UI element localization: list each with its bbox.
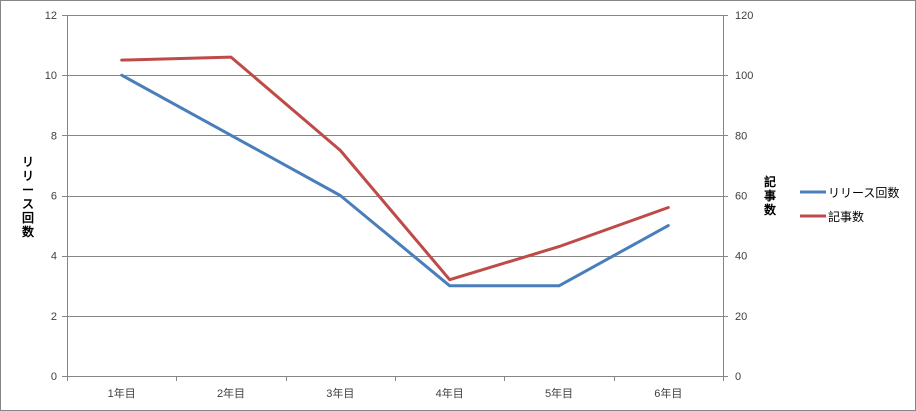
x-tick-label: 6年目	[654, 386, 682, 400]
y2-tick-label: 120	[735, 10, 753, 22]
y2-axis-title: 記事数	[764, 174, 777, 217]
series-line	[120, 73, 670, 288]
x-tick-label: 1年目	[108, 386, 136, 400]
y-tick-label: 4	[51, 251, 57, 263]
y-tick-label: 8	[51, 130, 57, 142]
y-axis-title: リリース回数	[22, 155, 35, 239]
y2-tick-label: 100	[735, 70, 753, 82]
x-tick-label: 5年目	[545, 386, 573, 400]
y2-tick-label: 80	[735, 130, 747, 142]
y-tick-label: 2	[51, 311, 57, 323]
axes	[62, 15, 728, 381]
y2-tick-label: 20	[735, 311, 747, 323]
x-tick-label: 3年目	[326, 386, 354, 400]
x-tick-label: 4年目	[436, 386, 464, 400]
y-tick-label: 10	[45, 70, 57, 82]
y2-tick-label: 40	[735, 251, 747, 263]
legend-label: リリース回数	[828, 185, 899, 200]
gridlines	[67, 15, 723, 377]
y2-tick-label: 0	[735, 371, 741, 383]
y-tick-label: 0	[51, 371, 57, 383]
axis-titles: リリース回数 記事数	[22, 155, 777, 239]
series-lines	[120, 55, 670, 288]
legend-label: 記事数	[828, 209, 864, 224]
y-tick-label: 12	[45, 10, 57, 22]
y-tick-label: 6	[51, 191, 57, 203]
series-line	[120, 55, 670, 282]
y2-tick-label: 60	[735, 191, 747, 203]
x-tick-label: 2年目	[217, 386, 245, 400]
